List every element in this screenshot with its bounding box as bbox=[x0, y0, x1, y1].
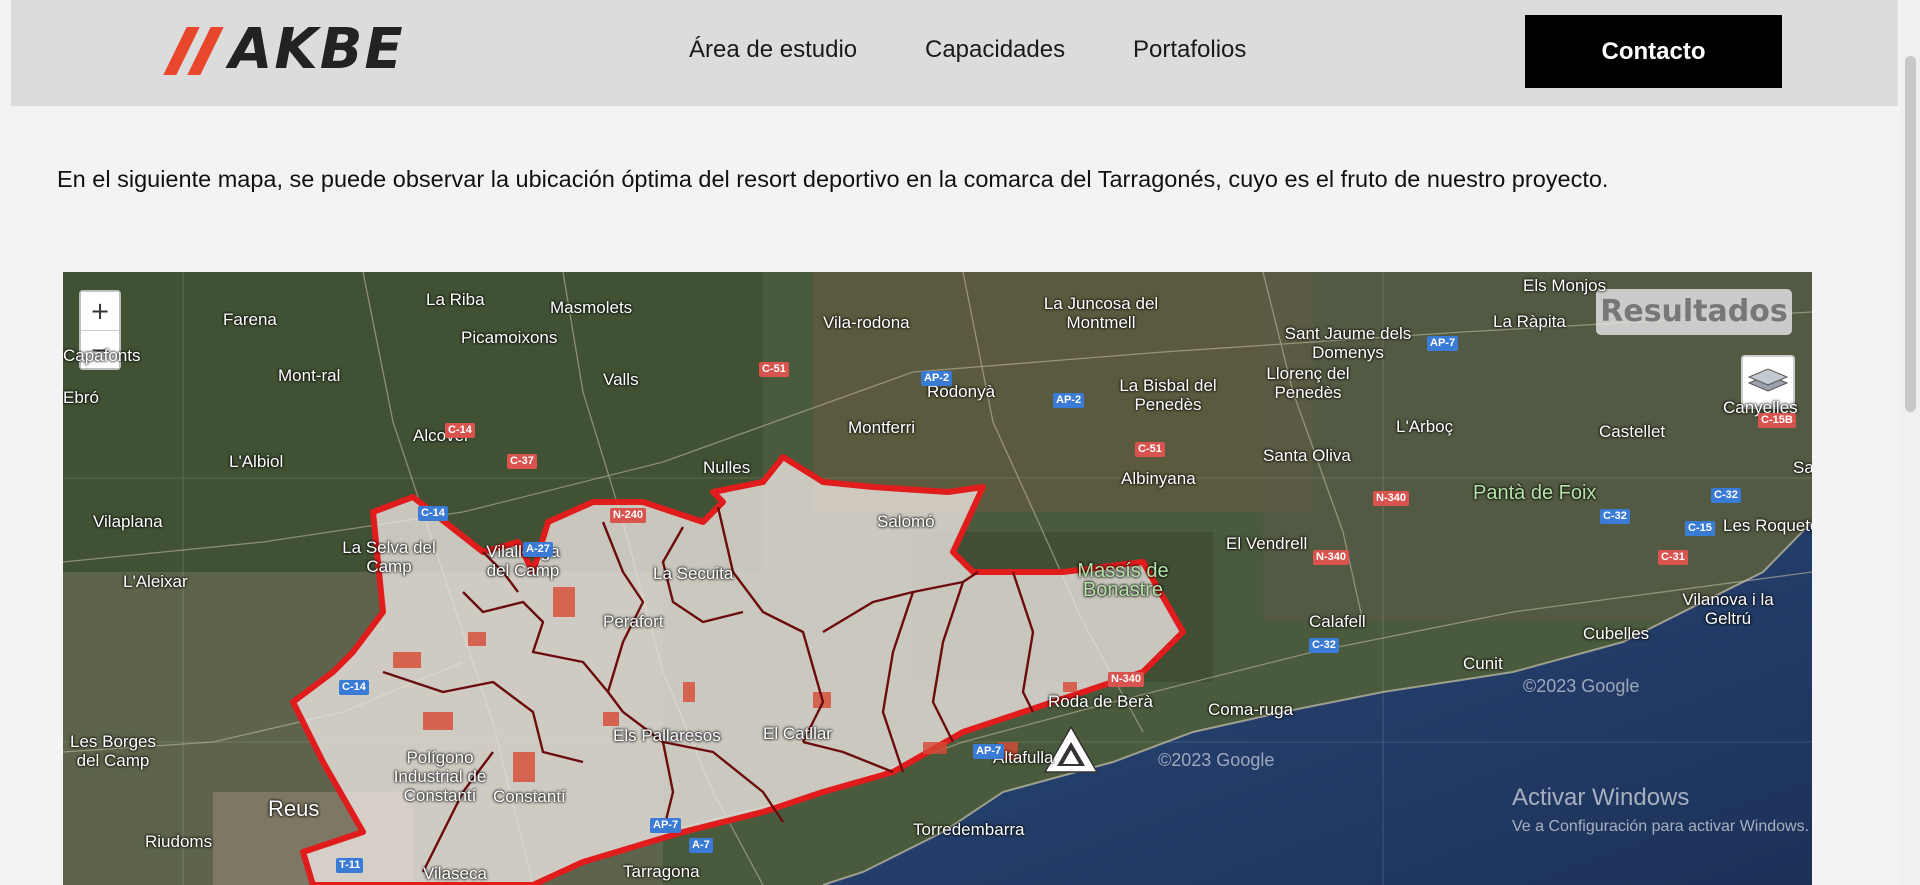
place-label: La Juncosa del Montmell bbox=[1043, 294, 1159, 332]
place-label: Riudoms bbox=[145, 832, 213, 851]
place-label: Nulles bbox=[703, 458, 751, 477]
place-label: Valls bbox=[603, 370, 639, 389]
road-shield: N-340 bbox=[1108, 672, 1144, 687]
place-label: Les Roquetes bbox=[1723, 516, 1812, 535]
place-label: Torredembarra bbox=[913, 820, 1025, 839]
road-shield: C-14 bbox=[339, 680, 369, 695]
place-label: Vila-rodona bbox=[823, 313, 910, 332]
place-label: Picamoixons bbox=[461, 328, 558, 347]
place-label: Sant bbox=[1793, 458, 1812, 477]
road-shield: C-32 bbox=[1309, 638, 1339, 653]
place-label: Polígono Industrial de Constantí bbox=[393, 748, 487, 805]
nav-area-de-estudio[interactable]: Área de estudio bbox=[689, 36, 858, 63]
place-label: L'Aleixar bbox=[123, 572, 188, 591]
place-label: L'Arboç bbox=[1396, 417, 1454, 436]
road-shield: N-340 bbox=[1313, 550, 1349, 565]
road-shield: C-51 bbox=[759, 362, 789, 377]
road-shield: AP-7 bbox=[973, 744, 1005, 759]
place-label: Castellet bbox=[1599, 422, 1666, 441]
road-shield: C-15B bbox=[1758, 413, 1796, 428]
place-label: Rodonyà bbox=[927, 382, 996, 401]
activate-windows-title: Activar Windows bbox=[1512, 784, 1690, 811]
place-label: Calafell bbox=[1309, 612, 1366, 631]
nav-portafolios[interactable]: Portafolios bbox=[1133, 36, 1247, 63]
road-shield: AP-2 bbox=[921, 371, 953, 386]
place-label: Roda de Berà bbox=[1048, 692, 1153, 711]
place-label: Vilaplana bbox=[93, 512, 163, 531]
place-label: Reus bbox=[268, 796, 320, 821]
place-label: Coma-ruga bbox=[1208, 700, 1294, 719]
place-label: Vilanova i la Geltrú bbox=[1682, 590, 1774, 628]
place-label: La Bisbal del Penedès bbox=[1119, 376, 1217, 414]
layers-icon bbox=[1747, 368, 1789, 392]
place-label: Ebró bbox=[63, 388, 99, 407]
zoom-out-button[interactable]: − bbox=[81, 330, 119, 368]
activate-windows-subtitle: Ve a Configuración para activar Windows. bbox=[1512, 818, 1810, 835]
road-shield: AP-7 bbox=[650, 818, 682, 833]
road-shield: C-15 bbox=[1685, 521, 1715, 536]
nav-capacidades[interactable]: Capacidades bbox=[925, 36, 1066, 63]
intro-paragraph: En el siguiente mapa, se puede observar … bbox=[57, 166, 1609, 192]
place-label: Santa Oliva bbox=[1263, 446, 1351, 465]
road-shield: N-240 bbox=[610, 508, 646, 523]
road-shield: C-51 bbox=[1135, 442, 1165, 457]
contact-button[interactable]: Contacto bbox=[1525, 15, 1782, 88]
road-shield: AP-2 bbox=[1053, 393, 1085, 408]
map-copyright: ©2023 Google bbox=[1158, 750, 1275, 770]
scrollbar-thumb[interactable] bbox=[1905, 56, 1916, 412]
results-title: Resultados bbox=[1596, 289, 1792, 335]
place-label: Els Monjos bbox=[1523, 276, 1607, 295]
region-label: Massís de Bonastre bbox=[1077, 560, 1169, 601]
logo-text: AKBE bbox=[229, 17, 405, 82]
road-shield: AP-7 bbox=[1427, 336, 1459, 351]
zoom-in-button[interactable]: + bbox=[81, 292, 119, 330]
place-label: Salomó bbox=[877, 512, 935, 531]
layers-control-button[interactable] bbox=[1741, 355, 1795, 409]
place-label: Masmolets bbox=[550, 298, 633, 317]
place-label: Cunit bbox=[1463, 654, 1503, 673]
place-label: Els Pallaresos bbox=[613, 726, 721, 745]
place-label: Capafonts bbox=[63, 346, 141, 365]
place-label: L'Albiol bbox=[229, 452, 284, 471]
place-label: Altafulla bbox=[993, 748, 1054, 767]
road-shield: C-37 bbox=[507, 454, 537, 469]
logo-slashes-icon bbox=[163, 25, 227, 75]
road-shield: A-7 bbox=[689, 838, 713, 853]
region-label: Pantà de Foix bbox=[1473, 482, 1597, 504]
road-shield: A-27 bbox=[523, 542, 553, 557]
road-shield: C-32 bbox=[1711, 488, 1741, 503]
place-label: Farena bbox=[223, 310, 277, 329]
place-label: Mont-ral bbox=[278, 366, 341, 385]
road-shield: C-31 bbox=[1658, 550, 1688, 565]
road-shield: C-14 bbox=[418, 506, 448, 521]
road-shield: N-340 bbox=[1373, 491, 1409, 506]
place-label: La Ràpita bbox=[1493, 312, 1566, 331]
place-label: Canyelles bbox=[1723, 398, 1798, 417]
zoom-control: + − bbox=[79, 290, 121, 370]
place-label: Albinyana bbox=[1121, 469, 1196, 488]
place-label: La Riba bbox=[426, 290, 485, 309]
place-label: El Vendrell bbox=[1226, 534, 1308, 553]
akbe-logo[interactable]: AKBE bbox=[163, 22, 405, 78]
road-shield: C-14 bbox=[445, 423, 475, 438]
place-label: Tarragona bbox=[623, 862, 700, 881]
place-label: La Secuita bbox=[653, 564, 734, 583]
place-label: La Selva del Camp bbox=[342, 538, 436, 576]
page-scrollbar[interactable] bbox=[1900, 0, 1920, 885]
place-label: Llorenç del Penedès bbox=[1266, 364, 1350, 402]
road-shield: C-32 bbox=[1600, 509, 1630, 524]
place-label: Vilaseca bbox=[423, 864, 487, 883]
site-header: AKBE Área de estudio Capacidades Portafo… bbox=[11, 0, 1898, 106]
map-copyright: ©2023 Google bbox=[1523, 676, 1640, 696]
road-shield: T-11 bbox=[336, 858, 364, 873]
place-label: Montferri bbox=[848, 418, 916, 437]
place-label: Perafort bbox=[603, 612, 664, 631]
place-label: El Catllar bbox=[763, 724, 832, 743]
place-label: Constantí bbox=[493, 787, 566, 806]
place-label: Cubelles bbox=[1583, 624, 1650, 643]
place-label: Sant Jaume dels Domenys bbox=[1284, 324, 1412, 362]
results-map[interactable]: + − Resultados Farena La Riba Masmolets … bbox=[63, 272, 1812, 885]
place-label: Les Borges del Camp bbox=[70, 732, 156, 770]
